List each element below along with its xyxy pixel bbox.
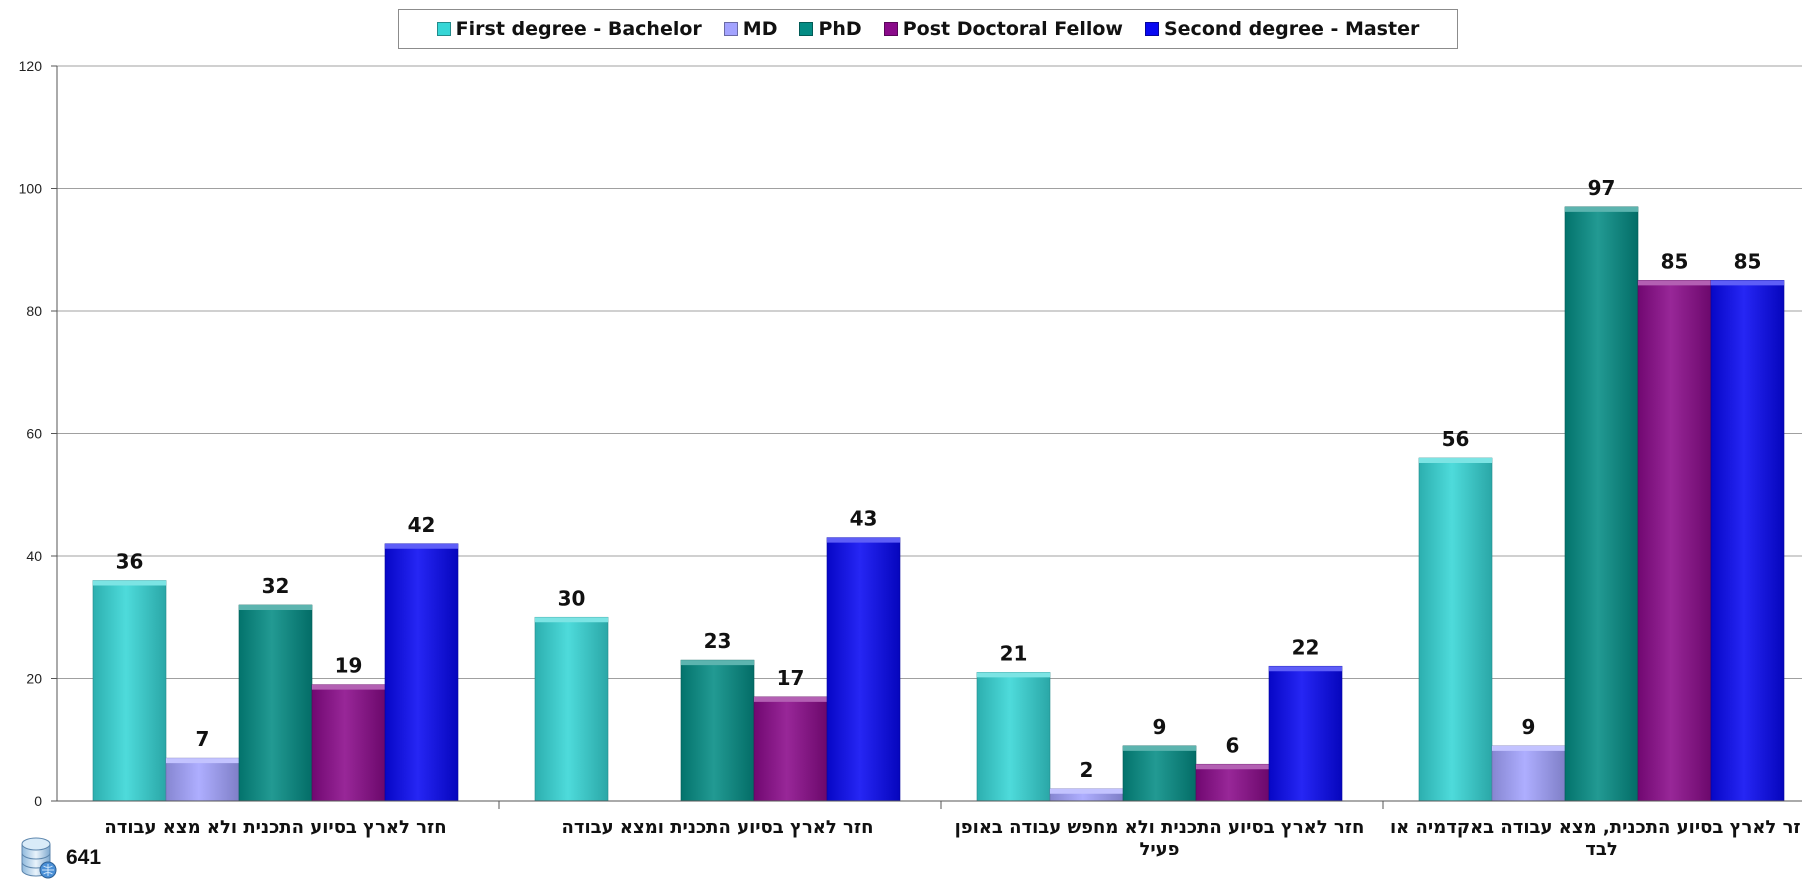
data-label: 9 <box>1153 715 1167 739</box>
data-label: 9 <box>1522 715 1536 739</box>
bar <box>384 543 459 802</box>
data-label: 85 <box>1661 249 1689 273</box>
y-tick-label: 60 <box>26 426 42 442</box>
bar-cap <box>1269 666 1342 672</box>
bar <box>1418 457 1493 802</box>
legend-item: Second degree - Master <box>1144 18 1420 40</box>
bar <box>1637 280 1712 802</box>
bar <box>976 672 1051 802</box>
bar <box>680 659 755 802</box>
legend-swatch <box>883 22 898 36</box>
legend-label: First degree - Bachelor <box>455 18 702 40</box>
legend-label: Post Doctoral Fellow <box>902 18 1123 40</box>
bar-cap <box>1419 458 1492 463</box>
data-label: 2 <box>1080 758 1094 782</box>
data-label: 22 <box>1292 635 1320 659</box>
bar-cap <box>1565 206 1638 212</box>
bar-cap <box>1492 745 1565 751</box>
bar <box>1710 280 1785 802</box>
bar <box>1195 763 1270 802</box>
y-tick-label: 0 <box>34 793 42 809</box>
y-tick-label: 80 <box>26 303 42 319</box>
legend-label: Second degree - Master <box>1163 18 1420 40</box>
bar <box>238 604 313 802</box>
bar-cap <box>754 696 827 702</box>
bar-cap <box>93 580 166 586</box>
bar <box>753 696 828 802</box>
data-label: 85 <box>1734 249 1762 273</box>
bar-cap <box>827 537 900 543</box>
y-tick-label: 40 <box>26 548 42 564</box>
x-tick-label: חזר לארץ בסיוע התכנית ולא מצא עבודה <box>104 817 446 838</box>
bar-cap <box>239 605 312 610</box>
y-tick-label: 120 <box>19 58 43 74</box>
record-count: 641 <box>66 846 102 869</box>
legend-swatch <box>799 22 814 36</box>
bar-cap <box>385 543 458 549</box>
data-label: 43 <box>850 507 878 531</box>
legend: First degree - Bachelor MD PhD Post Doctora… <box>398 9 1458 49</box>
data-label: 97 <box>1588 176 1616 200</box>
data-label: 19 <box>335 654 363 678</box>
data-label: 17 <box>777 666 805 690</box>
x-tick-label: חזר לארץ בסיוע התכנית ולא מחפש עבודה באו… <box>955 817 1365 838</box>
legend-swatch <box>1144 22 1159 36</box>
data-label: 23 <box>704 629 732 653</box>
data-label: 32 <box>262 574 290 598</box>
record-count-footer: 641 <box>18 836 101 880</box>
bar <box>1268 665 1343 802</box>
bar <box>165 757 240 802</box>
bar-cap <box>1711 280 1784 286</box>
legend-swatch <box>436 22 451 36</box>
bar-cap <box>312 684 385 690</box>
bar <box>1122 745 1197 802</box>
y-tick-label: 100 <box>19 181 43 197</box>
legend-item: First degree - Bachelor <box>436 18 702 40</box>
bars <box>92 206 1785 802</box>
bar <box>826 537 901 802</box>
bar-cap <box>1638 280 1711 286</box>
bar-cap <box>681 660 754 666</box>
bar-cap <box>977 672 1050 678</box>
legend-swatch <box>723 22 738 36</box>
data-label: 36 <box>116 550 144 574</box>
y-tick-label: 20 <box>26 671 42 687</box>
x-tick-label: חזר לארץ בסיוע התכנית ומצא עבודה <box>562 817 874 838</box>
bar-cap <box>1123 745 1196 751</box>
bar <box>1491 745 1566 802</box>
data-label: 6 <box>1226 733 1240 757</box>
bar-cap <box>1196 764 1269 770</box>
data-label: 30 <box>558 586 586 610</box>
bar-cap <box>166 758 239 764</box>
x-tick-label: לבד <box>1585 839 1617 860</box>
grid-lines <box>57 65 1802 679</box>
x-tick-label: חזר לארץ בסיוע התכנית, מצא עבודה באקדמיה… <box>1390 817 1802 838</box>
data-label: 7 <box>196 727 210 751</box>
axes <box>51 65 1802 809</box>
legend-item: MD <box>723 18 778 40</box>
legend-item: PhD <box>799 18 862 40</box>
labels: 0 20 40 60 80 100 120 36 7 32 19 42 חזר לארץ בסיוע ה… <box>19 58 1802 860</box>
data-label: 21 <box>1000 641 1028 665</box>
legend-item: Post Doctoral Fellow <box>883 18 1123 40</box>
bar-cap <box>535 617 608 623</box>
bar-cap <box>1050 788 1123 794</box>
data-label: 42 <box>408 513 436 537</box>
database-icon <box>21 837 57 879</box>
x-tick-label: פעיל <box>1139 839 1179 860</box>
legend-label: MD <box>742 18 778 40</box>
bar <box>92 580 167 802</box>
bar <box>1564 206 1639 802</box>
bar <box>311 684 386 802</box>
bar <box>534 616 609 802</box>
legend-label: PhD <box>818 18 862 40</box>
data-label: 56 <box>1442 427 1470 451</box>
